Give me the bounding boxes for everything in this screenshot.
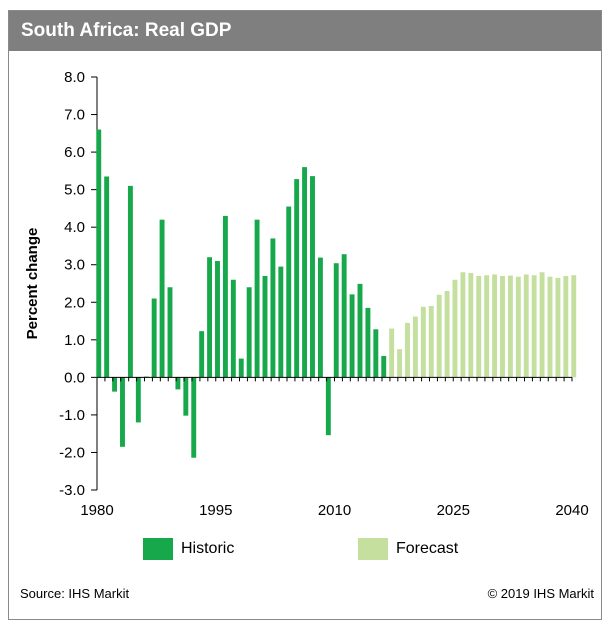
bar-historic xyxy=(262,275,268,378)
x-tick-label: 2010 xyxy=(318,502,351,519)
bar-historic xyxy=(365,307,371,378)
bar-historic xyxy=(191,377,197,458)
x-tick-label: 1980 xyxy=(80,502,113,519)
bar-historic xyxy=(230,279,236,378)
y-tick-label: 3.0 xyxy=(64,257,85,274)
x-tick-label: 1995 xyxy=(199,502,232,519)
bar-historic xyxy=(373,329,379,378)
bar-historic xyxy=(127,185,133,378)
bar-forecast xyxy=(389,328,395,378)
bar-forecast xyxy=(539,272,545,378)
legend-forecast-label: Forecast xyxy=(396,540,459,557)
bar-historic xyxy=(357,283,363,378)
bar-historic xyxy=(104,176,110,378)
y-tick-label: -3.0 xyxy=(59,482,85,499)
bar-historic xyxy=(246,287,252,378)
copyright-note: © 2019 IHS Markit xyxy=(487,586,594,601)
bar-forecast xyxy=(397,349,403,378)
y-tick-label: 2.0 xyxy=(64,294,85,311)
x-tick-label: 2025 xyxy=(437,502,470,519)
x-tick-label: 2040 xyxy=(555,502,588,519)
chart-title: South Africa: Real GDP xyxy=(9,11,601,51)
bar-historic xyxy=(341,254,347,378)
bar-forecast xyxy=(555,277,561,378)
bar-forecast xyxy=(452,279,458,378)
y-tick-label: -1.0 xyxy=(59,407,85,424)
legend-historic-swatch xyxy=(143,538,173,560)
y-tick-label: 8.0 xyxy=(64,69,85,86)
bar-forecast xyxy=(405,322,410,378)
bar-historic xyxy=(278,266,284,378)
bar-forecast xyxy=(492,274,498,378)
bar-historic xyxy=(325,377,331,436)
bar-forecast xyxy=(476,275,482,378)
bar-forecast xyxy=(500,275,505,378)
bar-historic xyxy=(349,294,355,378)
y-tick-label: 6.0 xyxy=(64,144,85,161)
bar-forecast xyxy=(523,274,529,378)
bar-forecast xyxy=(507,275,513,378)
bar-historic xyxy=(317,257,323,378)
bar-historic xyxy=(159,219,165,378)
bar-forecast xyxy=(436,294,442,378)
bar-forecast xyxy=(563,275,569,378)
bar-historic xyxy=(183,377,189,416)
bar-historic xyxy=(254,219,260,378)
bar-historic xyxy=(310,176,315,378)
y-tick-label: -2.0 xyxy=(59,444,85,461)
bar-forecast xyxy=(468,272,474,378)
legend-forecast-swatch xyxy=(358,538,388,560)
bar-historic xyxy=(120,377,125,447)
bar-historic xyxy=(302,167,308,378)
y-tick-label: 4.0 xyxy=(64,219,85,236)
y-tick-label: 5.0 xyxy=(64,182,85,199)
bar-historic xyxy=(222,215,228,378)
bar-forecast xyxy=(484,275,490,378)
bar-historic xyxy=(333,263,339,378)
bar-forecast xyxy=(444,291,450,378)
bar-forecast xyxy=(460,272,466,378)
y-axis-label: Percent change xyxy=(24,228,41,340)
bar-forecast xyxy=(531,275,537,378)
legend-historic: Historic xyxy=(143,537,234,561)
bar-historic xyxy=(215,260,220,378)
bar-historic xyxy=(207,257,213,378)
bar-forecast xyxy=(412,316,418,378)
bar-historic xyxy=(135,377,141,423)
legend-historic-label: Historic xyxy=(181,540,235,557)
y-tick-label: 0.0 xyxy=(64,369,85,386)
bar-historic xyxy=(381,355,387,378)
bar-historic xyxy=(151,298,157,378)
bar-historic xyxy=(96,129,102,378)
bar-forecast xyxy=(428,306,434,378)
y-tick-label: 1.0 xyxy=(64,332,85,349)
bar-forecast xyxy=(547,276,553,378)
bar-forecast xyxy=(571,275,577,378)
bar-forecast xyxy=(515,276,521,378)
source-note: Source: IHS Markit xyxy=(20,586,130,601)
legend-forecast: Forecast xyxy=(358,537,458,561)
bar-historic xyxy=(286,206,292,378)
bar-historic xyxy=(112,377,118,392)
bar-forecast xyxy=(420,306,426,378)
bar-historic xyxy=(270,238,276,378)
bar-historic xyxy=(167,287,173,378)
bar-historic xyxy=(294,179,300,378)
bar-historic xyxy=(175,377,181,390)
bar-historic xyxy=(199,331,205,378)
bar-historic xyxy=(238,358,244,378)
y-tick-label: 7.0 xyxy=(64,107,85,124)
